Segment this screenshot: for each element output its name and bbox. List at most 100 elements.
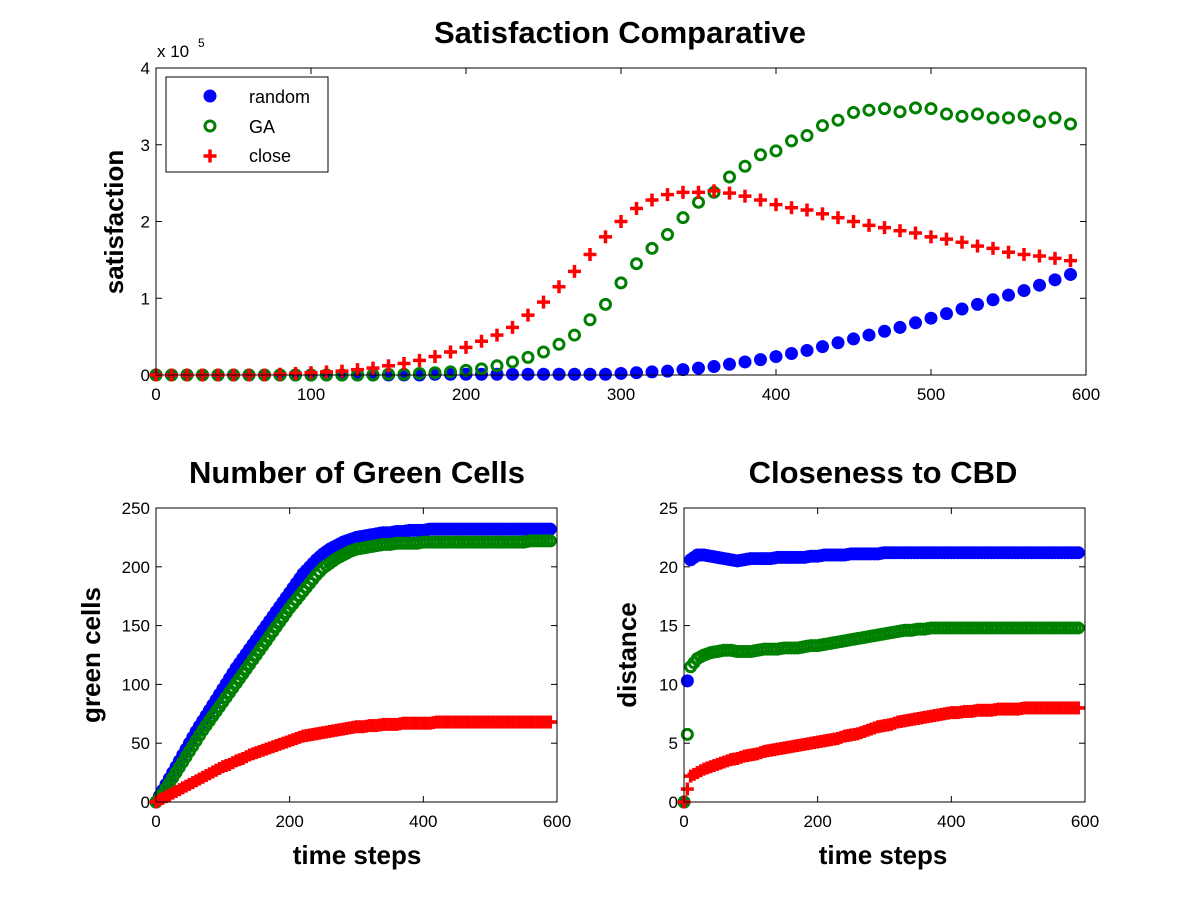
data-point-close xyxy=(506,320,519,334)
data-point-close xyxy=(645,193,659,207)
y-tick-label: 2 xyxy=(141,213,150,232)
data-point-random xyxy=(1002,288,1015,302)
data-point-ga xyxy=(986,111,1000,125)
data-point-random xyxy=(1017,284,1031,298)
data-point-close xyxy=(893,224,907,238)
satisfaction-title: Satisfaction Comparative xyxy=(434,15,806,50)
x-tick-label: 0 xyxy=(151,812,160,831)
data-point-ga xyxy=(676,211,690,225)
satisfaction-axes-box xyxy=(155,67,1087,376)
y-tick-label: 200 xyxy=(122,558,150,577)
legend-label-close: close xyxy=(249,146,291,166)
data-point-close xyxy=(692,185,705,199)
data-point-ga xyxy=(723,170,736,184)
legend-markers xyxy=(203,89,217,163)
green-cells-y-label: green cells xyxy=(76,587,106,723)
data-point-random xyxy=(583,367,597,381)
data-point-close xyxy=(413,353,426,367)
data-point-close xyxy=(800,203,814,217)
data-point-close xyxy=(630,201,643,215)
data-point-random xyxy=(599,367,612,381)
data-point-close xyxy=(676,185,690,199)
data-point-random xyxy=(738,355,752,369)
data-point-close xyxy=(583,248,597,262)
x-tick-label: 400 xyxy=(937,812,965,831)
data-point-random xyxy=(614,366,628,380)
data-point-random xyxy=(847,332,860,346)
data-point-ga xyxy=(599,297,612,311)
data-point-ga xyxy=(645,241,659,255)
y-tick-label: 10 xyxy=(659,675,678,694)
data-point-close xyxy=(537,295,550,309)
data-point-ga xyxy=(816,119,829,133)
x-tick-label: 200 xyxy=(803,812,831,831)
data-point-random xyxy=(785,347,798,361)
data-point-ga xyxy=(537,345,550,359)
data-point-random xyxy=(878,324,891,338)
closeness-data-points xyxy=(677,546,1085,809)
data-point-ga xyxy=(785,134,798,148)
data-point-ga xyxy=(738,159,752,173)
data-point-close xyxy=(1033,249,1046,263)
y-tick-label: 25 xyxy=(659,499,678,518)
data-point-ga xyxy=(862,103,876,117)
data-point-ga xyxy=(1071,621,1085,635)
data-point-close xyxy=(428,350,442,364)
y-tick-label: 4 xyxy=(141,59,150,78)
data-point-random xyxy=(506,367,519,381)
data-point-close xyxy=(769,198,783,212)
data-point-close xyxy=(986,241,1000,255)
data-point-close xyxy=(738,189,752,203)
y-tick-label: 150 xyxy=(122,617,150,636)
data-point-ga xyxy=(1002,111,1015,125)
legend-box xyxy=(165,76,329,173)
data-point-close xyxy=(543,715,557,729)
data-point-random xyxy=(645,365,659,379)
data-point-random xyxy=(692,361,705,375)
y-tick-label: 20 xyxy=(659,558,678,577)
closeness-title: Closeness to CBD xyxy=(749,455,1018,490)
x-tick-label: 300 xyxy=(607,385,635,404)
data-point-random xyxy=(971,297,984,311)
data-point-close xyxy=(366,361,380,375)
data-point-close xyxy=(304,366,318,380)
closeness-tick-labels: 0 200 400 600 0 5 10 15 20 25 xyxy=(659,499,1099,831)
data-point-close xyxy=(397,356,411,370)
data-point-close xyxy=(351,363,364,377)
satisfaction-panel: Satisfaction Comparative satisfaction x … xyxy=(99,15,1100,404)
data-point-close xyxy=(971,239,984,253)
legend-label-random: random xyxy=(249,87,310,107)
data-point-random xyxy=(521,367,535,381)
data-point-ga xyxy=(444,365,457,379)
data-point-ga xyxy=(630,257,643,271)
data-point-ga xyxy=(475,362,488,376)
data-point-close xyxy=(1017,248,1031,262)
x-tick-label: 0 xyxy=(679,812,688,831)
data-point-close xyxy=(475,334,488,348)
data-point-random xyxy=(893,320,907,334)
data-point-ga xyxy=(1048,111,1062,125)
data-point-ga xyxy=(754,148,767,162)
data-point-close xyxy=(707,184,721,198)
data-point-ga xyxy=(490,359,504,373)
data-point-random xyxy=(543,522,557,536)
data-point-ga xyxy=(413,366,426,380)
data-point-random xyxy=(1048,273,1062,287)
data-point-random xyxy=(661,364,674,378)
data-point-ga xyxy=(909,101,922,115)
x-tick-label: 600 xyxy=(1071,812,1099,831)
data-point-random xyxy=(676,363,690,377)
data-point-close xyxy=(831,211,845,225)
data-point-close xyxy=(754,193,767,207)
data-point-ga xyxy=(583,313,597,327)
data-point-ga xyxy=(971,107,984,121)
x-tick-label: 200 xyxy=(452,385,480,404)
satisfaction-tick-labels: 0 100 200 300 400 500 600 0 1 2 3 4 xyxy=(141,59,1101,404)
y-tick-label: 0 xyxy=(669,793,678,812)
y-tick-label: 0 xyxy=(141,793,150,812)
y-tick-label: 15 xyxy=(659,617,678,636)
data-point-ga xyxy=(800,129,814,143)
data-point-random xyxy=(537,367,550,381)
x-tick-label: 500 xyxy=(917,385,945,404)
data-point-ga xyxy=(893,105,907,119)
